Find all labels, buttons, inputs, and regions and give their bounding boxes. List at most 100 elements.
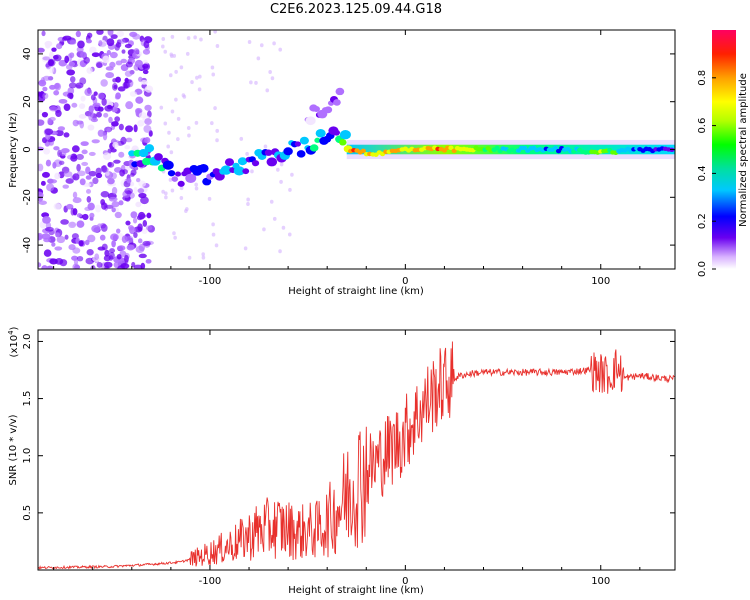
noise-speckle	[288, 187, 292, 192]
noise-speckle	[91, 52, 100, 58]
noise-speckle	[101, 202, 107, 210]
noise-speckle	[278, 249, 282, 254]
y-tick-label: -20	[22, 189, 33, 205]
noise-speckle	[96, 111, 102, 118]
noise-speckle	[144, 118, 152, 125]
noise-speckle	[125, 220, 131, 226]
noise-speckle	[94, 204, 102, 213]
noise-speckle	[145, 225, 153, 231]
noise-speckle	[38, 262, 42, 268]
noise-speckle	[138, 253, 147, 259]
noise-speckle	[42, 86, 48, 92]
noise-speckle	[169, 52, 174, 57]
noise-speckle	[125, 235, 134, 243]
noise-speckle	[269, 199, 274, 204]
noise-speckle	[100, 190, 110, 198]
noise-speckle	[132, 33, 141, 40]
noise-speckle	[41, 265, 48, 269]
snr-x-ticks: -100 0 100	[53, 330, 641, 587]
noise-speckle	[91, 139, 100, 144]
noise-speckle	[62, 184, 69, 189]
noise-speckle	[60, 148, 70, 154]
noise-speckle	[85, 175, 92, 180]
noise-speckle	[51, 47, 57, 52]
noise-speckle	[38, 146, 45, 151]
noise-speckle	[125, 125, 134, 133]
ridge-point	[283, 147, 293, 156]
noise-speckle	[85, 257, 95, 265]
noise-speckle	[86, 249, 94, 256]
noise-speckle	[124, 70, 133, 77]
noise-speckle	[174, 69, 178, 74]
noise-speckle	[54, 172, 61, 180]
ridge-point	[360, 148, 366, 154]
noise-speckle	[210, 65, 215, 70]
noise-speckle	[104, 249, 110, 257]
noise-speckle	[53, 146, 60, 151]
noise-speckle	[249, 80, 253, 85]
ridge-point	[162, 160, 174, 170]
noise-speckle	[65, 178, 74, 184]
noise-speckle	[60, 219, 69, 225]
noise-speckle	[163, 121, 168, 126]
noise-speckle	[38, 234, 42, 241]
noise-speckle	[125, 61, 133, 68]
colorbar-tick-label: 0.2	[697, 213, 708, 229]
noise-speckle	[68, 61, 76, 67]
noise-speckle	[72, 197, 82, 204]
noise-speckle	[48, 179, 58, 184]
noise-speckle	[93, 91, 98, 96]
noise-speckle	[246, 202, 250, 207]
ridge-point	[448, 145, 454, 151]
noise-speckle	[96, 261, 103, 268]
noise-speckle	[64, 234, 69, 240]
noise-speckle	[42, 216, 51, 224]
noise-speckle	[142, 240, 151, 246]
noise-speckle	[137, 188, 145, 194]
noise-speckle	[45, 159, 52, 167]
colorbar-gradient	[712, 30, 736, 269]
noise-speckle	[78, 114, 87, 119]
ridge-point	[294, 141, 302, 147]
noise-speckle	[38, 200, 47, 205]
noise-speckle	[49, 116, 56, 122]
noise-speckle	[243, 246, 248, 251]
noise-speckle	[245, 151, 249, 156]
noise-speckle	[215, 128, 220, 133]
noise-speckle	[195, 75, 199, 80]
noise-speckle	[169, 150, 174, 155]
noise-speckle	[101, 98, 107, 106]
noise-speckle	[95, 172, 103, 179]
noise-speckle	[119, 38, 126, 44]
noise-speckle	[92, 102, 101, 108]
noise-speckle	[186, 36, 191, 41]
noise-speckle	[120, 136, 127, 145]
noise-speckle	[207, 196, 212, 201]
noise-speckle	[215, 44, 220, 49]
noise-speckle	[115, 76, 121, 83]
noise-speckle	[85, 189, 92, 194]
noise-speckle	[95, 167, 102, 175]
noise-speckle	[108, 196, 118, 202]
noise-speckle	[118, 257, 126, 264]
noise-speckle	[55, 129, 64, 137]
noise-speckle	[64, 55, 70, 64]
noise-speckle	[63, 103, 71, 112]
noise-speckle	[86, 67, 93, 74]
noise-speckle	[112, 82, 118, 91]
noise-speckle	[97, 106, 104, 112]
noise-speckle	[56, 235, 66, 244]
noise-speckle	[170, 34, 175, 39]
noise-speckle	[116, 30, 125, 37]
noise-speckle	[214, 243, 219, 248]
noise-speckle	[100, 223, 108, 232]
noise-speckle	[142, 220, 148, 227]
noise-speckle	[143, 124, 152, 133]
noise-speckle	[68, 221, 77, 229]
noise-speckle	[135, 201, 142, 208]
noise-speckle	[167, 130, 171, 135]
noise-speckle	[66, 203, 74, 210]
noise-speckle	[250, 169, 254, 174]
noise-speckle	[211, 232, 216, 237]
